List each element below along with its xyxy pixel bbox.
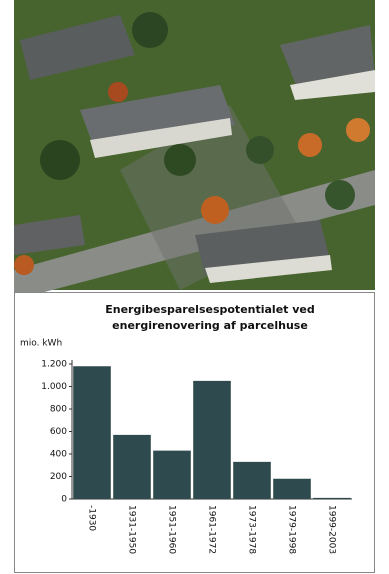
- x-tick-label: 1961-1972: [207, 505, 217, 554]
- y-tick-label: 800: [50, 405, 67, 415]
- y-tick-label: 400: [50, 450, 67, 460]
- bar: [233, 461, 271, 499]
- x-tick-label: 1999-2003: [327, 505, 337, 554]
- chart-title: energirenovering af parcelhuse: [112, 319, 308, 332]
- x-tick-label: 1973-1978: [247, 505, 257, 554]
- y-axis-label: mio. kWh: [20, 339, 62, 349]
- bar: [113, 434, 151, 499]
- y-tick-label: 1.000: [41, 382, 67, 392]
- aerial-photo: [14, 0, 375, 300]
- y-tick-label: 600: [50, 427, 67, 437]
- x-tick-label: 1979-1998: [287, 505, 297, 554]
- x-tick-label: 1931-1950: [127, 505, 137, 554]
- bar: [73, 366, 111, 499]
- y-tick-label: 1.200: [41, 360, 67, 370]
- bar: [313, 497, 351, 499]
- chart-title: Energibesparelsespotentialet ved: [105, 303, 315, 316]
- x-tick-label: -1930: [87, 505, 97, 531]
- x-tick-label: 1951-1960: [167, 505, 177, 554]
- bar: [193, 380, 231, 499]
- bar: [273, 478, 311, 499]
- y-tick-label: 0: [61, 495, 67, 505]
- bar: [153, 450, 191, 499]
- y-tick-label: 200: [50, 472, 67, 482]
